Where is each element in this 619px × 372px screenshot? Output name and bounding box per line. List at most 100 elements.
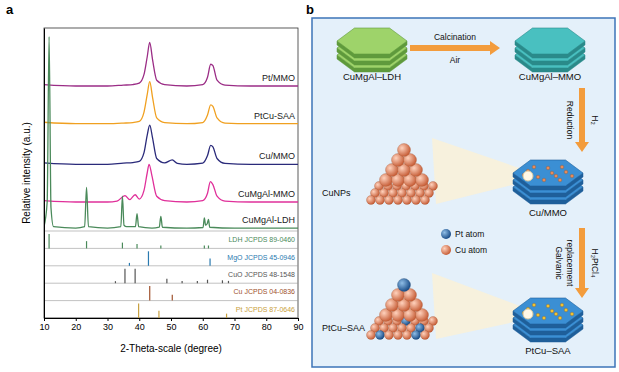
process-arrow xyxy=(410,41,500,55)
step-label: Calcination xyxy=(434,32,476,42)
y-axis-line xyxy=(44,29,45,319)
cu-atom xyxy=(421,196,430,205)
step-condition: Air xyxy=(450,55,461,65)
reference-stick xyxy=(197,281,198,283)
layer-top xyxy=(515,28,585,54)
reference-stick xyxy=(136,244,137,248)
legend-label: Pt atom xyxy=(455,229,484,239)
reference-pattern xyxy=(129,251,210,265)
reference-stick xyxy=(138,304,139,319)
x-tick-mark xyxy=(203,318,204,321)
reference-stick xyxy=(166,279,167,283)
row-divider xyxy=(44,231,298,232)
reference-label: CuO JCPDS 48-1548 xyxy=(228,271,295,278)
reference-stick xyxy=(149,286,150,301)
surface-particle xyxy=(570,312,574,316)
surface-particle xyxy=(558,178,562,182)
reference-pattern xyxy=(49,234,208,249)
process-arrow xyxy=(575,228,589,298)
cluster-illustration xyxy=(367,279,438,340)
reference-stick xyxy=(135,269,136,284)
plot-frame xyxy=(44,28,298,318)
legend-swatch xyxy=(441,245,451,255)
reference-stick xyxy=(208,246,209,249)
layered-support xyxy=(513,298,583,342)
reference-stick xyxy=(222,280,223,283)
surface-particle xyxy=(550,309,554,313)
xrd-pattern xyxy=(44,43,298,87)
reference-stick xyxy=(122,243,123,249)
cu-atom xyxy=(394,196,403,205)
surface-particle xyxy=(532,303,536,307)
reference-stick xyxy=(48,234,49,249)
callout-label: PtCu–SAA xyxy=(322,323,365,333)
series-label: Cu/MMO xyxy=(259,151,295,161)
x-tick-mark xyxy=(108,318,109,321)
reference-stick xyxy=(124,269,125,284)
reference-stick xyxy=(129,263,130,266)
row-divider xyxy=(44,265,298,266)
x-axis: 102030405060708090 xyxy=(39,318,303,332)
y-axis xyxy=(44,29,45,319)
step-label: H₂PtCl₄ xyxy=(590,249,600,278)
step-label: H₂ xyxy=(590,115,600,124)
layer-top xyxy=(513,160,583,186)
surface-particle xyxy=(536,313,540,317)
cu-atom xyxy=(403,196,412,205)
cu-atom xyxy=(376,196,385,205)
x-tick: 10 xyxy=(39,318,49,332)
x-tick-label: 30 xyxy=(103,322,113,332)
layered-support xyxy=(515,28,585,72)
x-tick-mark xyxy=(266,318,267,321)
reference-stick xyxy=(204,246,205,249)
surface-particle xyxy=(564,308,568,312)
reference-pattern xyxy=(139,304,227,319)
legend-label: Cu atom xyxy=(455,245,487,255)
x-tick-mark xyxy=(171,318,172,321)
cu-atom xyxy=(412,196,421,205)
panel-label: b xyxy=(306,2,314,17)
node-label: PtCu–SAA xyxy=(525,345,571,356)
pt-atom xyxy=(398,279,411,292)
x-tick: 40 xyxy=(135,318,145,332)
xrd-pattern xyxy=(44,125,298,164)
legend-swatch xyxy=(441,229,451,239)
surface-particle xyxy=(554,312,558,316)
plot-area xyxy=(44,37,298,318)
x-tick-label: 10 xyxy=(39,322,49,332)
surface-particle xyxy=(550,171,554,175)
series-label: CuMgAl-LDH xyxy=(242,215,295,225)
x-tick: 50 xyxy=(166,318,176,332)
cluster-illustration xyxy=(367,144,438,205)
row-divider xyxy=(44,318,298,319)
xrd-pattern xyxy=(44,37,298,228)
magnifier-beam xyxy=(432,138,528,204)
series-label: PtCu-SAA xyxy=(254,111,295,121)
layered-support xyxy=(513,160,583,204)
x-axis-title: 2-Theta-scale (degree) xyxy=(120,343,222,354)
reference-pattern xyxy=(115,269,228,284)
reference-stick xyxy=(209,259,210,266)
node-label: CuMgAl–MMO xyxy=(519,71,581,82)
reference-pattern xyxy=(150,286,173,301)
layered-support xyxy=(337,28,407,72)
x-tick: 20 xyxy=(71,318,81,332)
node-label: Cu/MMO xyxy=(529,207,567,218)
x-tick-mark xyxy=(298,318,299,321)
node-label: CuMgAl–LDH xyxy=(343,71,401,82)
cu-atom xyxy=(398,144,411,157)
surface-particle xyxy=(560,165,564,169)
magnifier-lens xyxy=(523,309,533,319)
surface-particle xyxy=(536,175,540,179)
row-divider xyxy=(44,283,298,284)
reference-label: LDH JCPDS 89-0460 xyxy=(228,236,295,243)
reference-stick xyxy=(182,281,183,283)
reference-label: Cu JCPDS 04-0836 xyxy=(234,288,296,295)
cu-atom xyxy=(403,331,412,340)
cu-atom xyxy=(367,196,376,205)
xrd-pattern xyxy=(44,82,298,124)
panel-label: a xyxy=(6,2,14,17)
surface-particle xyxy=(546,166,550,170)
reference-stick xyxy=(172,295,173,301)
surface-particle xyxy=(564,170,568,174)
